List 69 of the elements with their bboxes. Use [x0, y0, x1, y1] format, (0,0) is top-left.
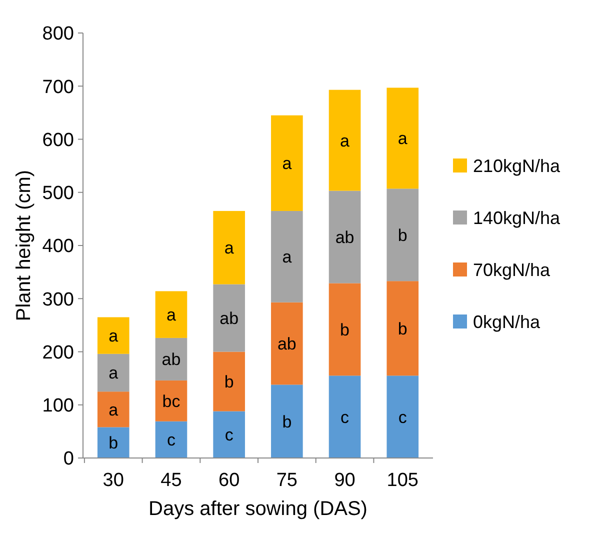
bar	[386, 188, 419, 282]
legend-label: 210kgN/ha	[473, 156, 562, 176]
data-label: c	[166, 430, 176, 450]
y-tick-label: 100	[42, 396, 74, 417]
y-tick-label: 600	[42, 130, 74, 151]
x-tick-label: 45	[160, 470, 182, 491]
y-tick-label: 400	[42, 236, 74, 258]
x-tick-label: 75	[276, 470, 298, 491]
data-label: a	[282, 154, 292, 174]
bar	[155, 291, 188, 338]
legend-label: 70kgN/ha	[473, 260, 552, 280]
data-label: a	[108, 326, 119, 346]
bar	[328, 283, 361, 376]
legend-label: 140kgN/ha	[473, 208, 562, 228]
bar	[155, 380, 188, 422]
x-tick-label: 90	[334, 470, 356, 491]
bar	[213, 210, 245, 284]
data-label: a	[398, 129, 408, 148]
bar	[386, 376, 419, 458]
data-label: b	[108, 434, 118, 453]
data-label: a	[108, 400, 119, 420]
data-label: ab	[335, 228, 354, 247]
y-tick-label: 300	[42, 289, 74, 310]
bar	[213, 411, 245, 458]
data-label: b	[398, 319, 408, 338]
x-tick-label: 60	[218, 470, 240, 491]
bar	[386, 281, 419, 376]
data-label: bc	[162, 392, 181, 411]
bar	[271, 384, 303, 458]
y-tick-label: 200	[42, 342, 74, 364]
x-tick-label: 30	[102, 470, 124, 491]
y-tick-label: 0	[63, 448, 74, 470]
bar	[97, 392, 130, 428]
data-label: b	[282, 412, 292, 432]
data-label: ab	[277, 334, 296, 354]
y-axis-title: Plant height (cm)	[13, 170, 35, 322]
data-label: a	[340, 131, 350, 150]
bar	[271, 302, 303, 385]
bar	[386, 88, 419, 189]
bar	[328, 376, 361, 458]
y-tick-label: 800	[42, 24, 74, 45]
data-label: b	[224, 372, 234, 392]
data-label: b	[398, 226, 408, 245]
data-label: b	[340, 320, 350, 340]
bar	[213, 284, 245, 352]
bar	[271, 210, 303, 302]
bar	[97, 427, 130, 458]
data-label: a	[282, 248, 292, 267]
data-label: c	[398, 408, 408, 427]
bar	[97, 354, 130, 392]
data-label: c	[340, 408, 350, 427]
data-label: c	[224, 426, 234, 445]
bar	[328, 190, 361, 284]
data-label: ab	[220, 308, 239, 328]
bar	[155, 421, 188, 458]
bar	[328, 90, 361, 191]
bar	[213, 352, 245, 412]
y-tick-label: 500	[42, 183, 74, 204]
data-label: a	[166, 306, 176, 325]
legend-label: 0kgN/ha	[473, 312, 542, 332]
bar	[271, 115, 303, 211]
bar	[97, 317, 130, 354]
y-tick-label: 700	[42, 76, 74, 98]
data-label: a	[224, 238, 234, 258]
x-tick-label: 105	[386, 470, 418, 491]
data-label: a	[108, 364, 119, 383]
x-axis-title: Days after sowing (DAS)	[148, 498, 368, 520]
bar	[155, 338, 188, 380]
data-label: ab	[162, 350, 181, 370]
